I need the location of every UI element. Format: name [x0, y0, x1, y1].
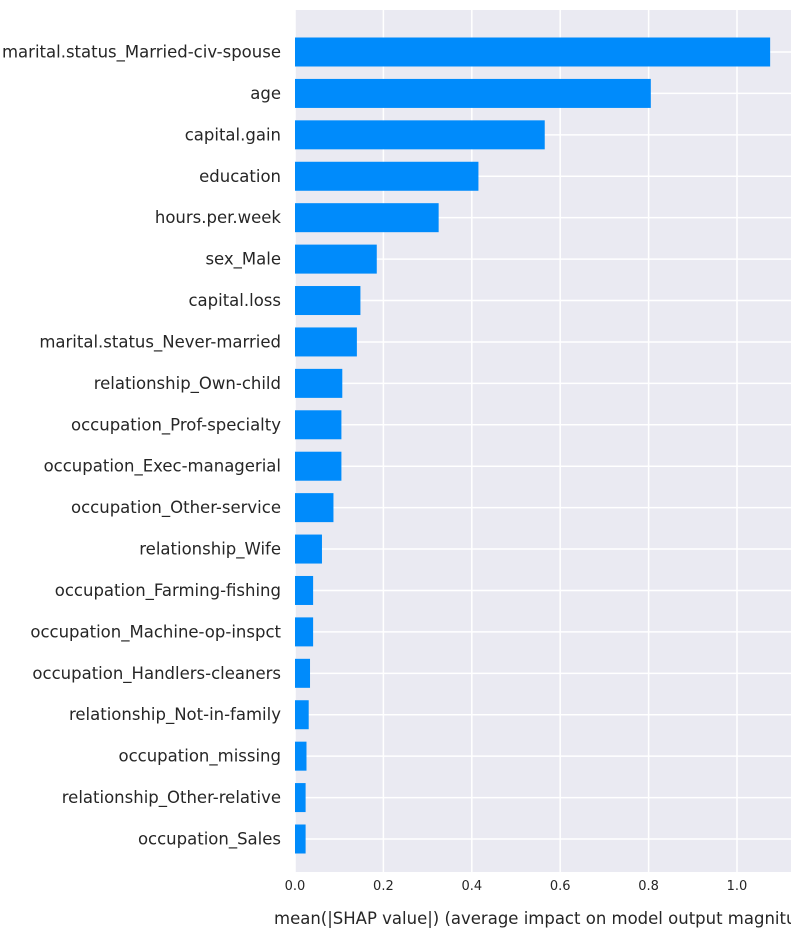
bar [295, 824, 306, 854]
bars [295, 37, 771, 854]
y-tick-label: sex_Male [205, 250, 281, 270]
y-tick-label: marital.status_Never-married [39, 332, 281, 352]
bar [295, 493, 334, 523]
y-tick-label: occupation_Other-service [71, 498, 281, 518]
y-tick-label: relationship_Own-child [94, 374, 281, 394]
bar [295, 161, 479, 191]
y-tick-label: occupation_Sales [138, 830, 281, 850]
y-tick-label: marital.status_Married-civ-spouse [2, 43, 281, 63]
bar [295, 327, 357, 357]
y-tick-label: occupation_missing [118, 747, 281, 767]
bar [295, 78, 651, 108]
x-tick-label: 0.4 [461, 879, 482, 894]
bar [295, 244, 377, 274]
x-tick-label: 0.8 [638, 879, 659, 894]
y-tick-label: relationship_Other-relative [62, 788, 281, 808]
x-tick-label: 0.2 [373, 879, 394, 894]
y-tick-label: capital.loss [188, 291, 281, 310]
y-tick-label: occupation_Handlers-cleaners [32, 664, 281, 684]
y-tick-label: capital.gain [185, 125, 281, 144]
bar [295, 741, 307, 771]
y-tick-label: age [250, 84, 281, 103]
x-axis-label: mean(|SHAP value|) (average impact on mo… [274, 909, 791, 928]
x-tick-label: 0.0 [285, 879, 306, 894]
bar [295, 658, 311, 688]
y-tick-label: hours.per.week [155, 208, 282, 227]
bar [295, 120, 545, 150]
bar [295, 37, 771, 67]
y-tick-label: occupation_Exec-managerial [44, 457, 281, 477]
y-tick-label: occupation_Machine-op-inspct [30, 622, 281, 642]
y-tick-label: relationship_Wife [139, 540, 281, 560]
bar [295, 203, 439, 233]
x-tick-label: 0.6 [550, 879, 571, 894]
plot-background [295, 10, 791, 872]
x-tick-labels: 0.0 0.2 0.4 0.6 0.8 1.0 [285, 879, 748, 894]
y-tick-label: education [199, 167, 281, 186]
bar [295, 410, 342, 440]
bar [295, 617, 314, 647]
x-tick-label: 1.0 [727, 879, 748, 894]
y-tick-label: occupation_Farming-fishing [55, 581, 281, 601]
y-tick-label: occupation_Prof-specialty [71, 415, 281, 435]
y-tick-label: relationship_Not-in-family [69, 705, 281, 725]
bar [295, 534, 322, 564]
bar [295, 286, 361, 316]
bar [295, 368, 343, 398]
bar [295, 700, 309, 730]
bar [295, 783, 306, 813]
bar [295, 575, 314, 605]
bar [295, 451, 342, 481]
